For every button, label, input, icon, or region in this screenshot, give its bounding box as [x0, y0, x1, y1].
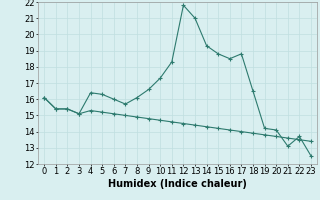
X-axis label: Humidex (Indice chaleur): Humidex (Indice chaleur) — [108, 179, 247, 189]
